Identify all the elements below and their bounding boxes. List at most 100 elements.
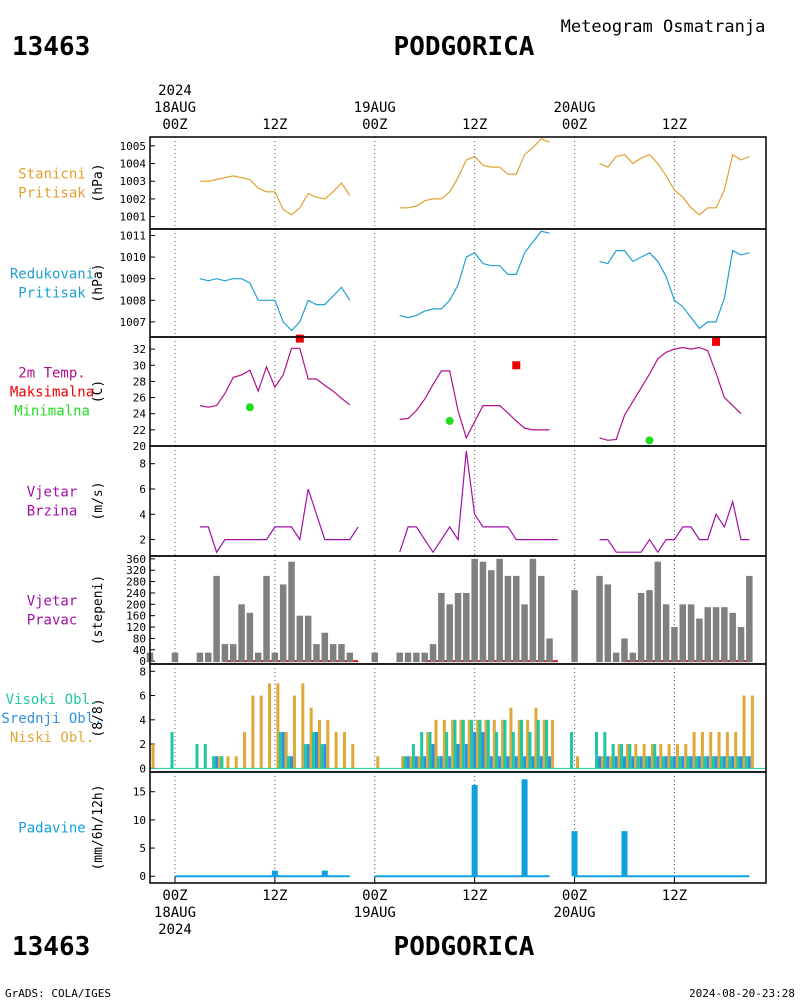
y-tick-label: 1007 — [120, 316, 147, 329]
station-id-bottom: 13463 — [12, 932, 90, 962]
series-line — [599, 499, 750, 554]
station-id-top: 13463 — [12, 32, 90, 62]
direction-bar — [279, 584, 287, 663]
series-line — [199, 278, 351, 332]
cloud-bar — [290, 756, 294, 769]
bottom-time-label: 18AUG — [154, 905, 196, 921]
cloud-bar — [742, 695, 746, 769]
direction-bar — [488, 570, 495, 663]
cloud-bar — [717, 731, 721, 769]
plot-area — [150, 683, 766, 769]
panel-frame — [149, 336, 767, 447]
plot-area — [199, 334, 742, 445]
panel-5: 0 2 4 6 8 (8/8)Visoki Obl. Srednji Obl. Niski O… — [1, 663, 767, 775]
cloud-bar — [736, 756, 740, 769]
y-tick-label: 0 — [139, 762, 146, 775]
cloud-bar — [403, 756, 407, 769]
panel-label: 2m Temp. — [18, 366, 85, 382]
cloud-bar — [431, 744, 435, 769]
cloud-bar — [523, 756, 527, 769]
cloud-bar — [514, 756, 518, 769]
precip-bar — [321, 870, 328, 877]
cloud-bar — [709, 731, 713, 769]
cloud-bar — [498, 756, 502, 769]
cloud-bar — [653, 744, 657, 769]
unit-label: (stepeni) — [91, 575, 106, 645]
cloud-bar — [539, 756, 543, 769]
panel-label: Stanicni — [18, 167, 85, 183]
cloud-bar — [311, 731, 315, 769]
top-time-label: 12Z — [662, 117, 687, 133]
cloud-bar — [545, 719, 549, 769]
precip-bar — [471, 784, 478, 877]
cloud-bar — [461, 719, 465, 769]
cloud-bar — [212, 756, 216, 769]
y-tick-label: 1001 — [120, 211, 147, 224]
direction-bar — [196, 652, 204, 663]
cloud-bar — [170, 731, 174, 769]
panel-1: 1007 1008 1009 1010 1011 (hPa)Redukovani Priti… — [10, 228, 767, 338]
cloud-bar — [439, 756, 443, 769]
cloud-bar — [650, 744, 654, 769]
cloud-bar — [661, 756, 665, 769]
cloud-bar — [747, 756, 751, 769]
top-time-label: 18AUG — [154, 100, 196, 116]
direction-bar — [521, 604, 528, 663]
direction-bar — [438, 592, 445, 663]
direction-bar — [238, 604, 245, 663]
unit-label: (C) — [91, 380, 106, 403]
cloud-bar — [520, 719, 524, 769]
direction-bar — [612, 652, 620, 663]
direction-bar — [687, 604, 695, 663]
direction-bar — [304, 615, 312, 663]
y-tick-label: 1004 — [120, 158, 147, 171]
cloud-bar — [203, 744, 207, 769]
cloud-bar — [636, 756, 640, 769]
cloud-bar — [603, 731, 607, 769]
panel-label: Redukovani — [10, 267, 94, 283]
cloud-bar — [467, 719, 471, 769]
cloud-bar — [226, 756, 230, 769]
direction-bar — [205, 652, 212, 663]
cloud-bar — [481, 731, 485, 769]
cloud-bar — [667, 744, 671, 769]
tmin-marker — [445, 416, 454, 425]
direction-bar — [646, 590, 653, 663]
chart-subtitle: Meteogram Osmatranja — [561, 17, 766, 37]
cloud-bar — [617, 744, 621, 769]
top-time-label: 20AUG — [553, 100, 595, 116]
precip-bar — [521, 779, 528, 877]
cloud-bar — [309, 707, 313, 769]
direction-bar — [671, 627, 678, 663]
precip-bar — [271, 870, 278, 877]
direction-bar — [596, 575, 603, 663]
cloud-bar — [276, 683, 280, 769]
cloud-bar — [639, 756, 643, 769]
cloud-bar — [734, 731, 738, 769]
panel-label: Padavine — [18, 821, 85, 837]
cloud-bar — [669, 756, 673, 769]
cloud-bar — [739, 756, 743, 769]
direction-bar — [546, 638, 553, 663]
direction-bar — [221, 644, 229, 663]
cloud-bar — [420, 731, 424, 769]
cloud-bar — [411, 744, 415, 769]
direction-bar — [338, 644, 345, 663]
cloud-bar — [526, 719, 530, 769]
cloud-bar — [619, 744, 623, 769]
top-time-label: 00Z — [362, 117, 387, 133]
panel-label: Pritisak — [18, 286, 86, 302]
y-tick-label: 2 — [139, 534, 146, 547]
series-line — [599, 153, 750, 216]
y-tick-label: 22 — [133, 424, 146, 437]
cloud-bar — [456, 744, 460, 769]
cloud-bar — [243, 731, 247, 769]
cloud-bar — [642, 744, 646, 769]
bottom-time-label: 2024 — [158, 922, 192, 938]
cloud-bar — [473, 731, 477, 769]
panel-label: Niski Obl. — [10, 730, 94, 746]
cloud-bar — [451, 719, 455, 769]
cloud-bar — [293, 695, 297, 769]
